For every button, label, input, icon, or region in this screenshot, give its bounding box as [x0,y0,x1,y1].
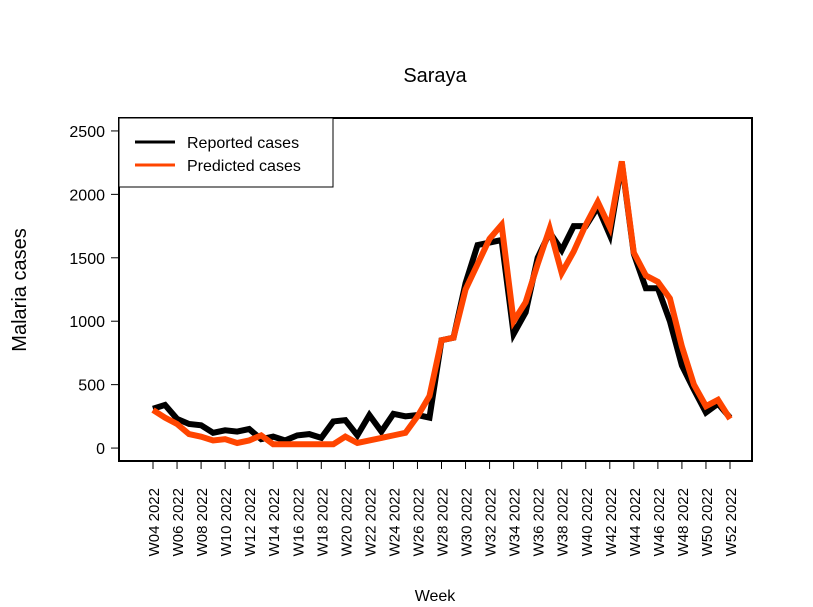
x-tick-label: W28 2022 [435,488,452,556]
x-tick-label: W06 2022 [170,488,187,556]
chart-title: Saraya [403,65,467,87]
x-tick-label: W16 2022 [290,488,307,556]
series-line [152,162,733,444]
x-tick-label: W36 2022 [531,488,548,556]
x-tick-label: W18 2022 [314,488,331,556]
y-tick-label: 2000 [69,187,105,204]
y-axis-label: Malaria cases [9,228,31,351]
x-tick-label: W24 2022 [386,488,403,556]
y-tick-label: 500 [78,378,105,395]
x-tick-label: W20 2022 [338,488,355,556]
y-tick-label: 1500 [69,251,105,268]
x-tick-label: W14 2022 [266,488,283,556]
x-tick-label: W44 2022 [627,488,644,556]
x-tick-label: W04 2022 [146,488,163,556]
x-tick-label: W52 2022 [723,488,740,556]
x-tick-label: W46 2022 [651,488,668,556]
x-tick-label: W38 2022 [555,488,572,556]
x-tick-label: W32 2022 [483,488,500,556]
x-tick-label: W40 2022 [579,488,596,556]
y-tick-label: 0 [96,441,105,458]
legend-label: Reported cases [187,135,299,152]
y-tick-label: 2500 [69,124,105,141]
series-line [151,160,733,448]
x-tick-label: W12 2022 [242,488,259,556]
legend-box [118,117,334,188]
x-tick-label: W30 2022 [459,488,476,556]
x-tick-label: W50 2022 [699,488,716,556]
y-tick-label: 1000 [69,314,105,331]
x-tick-label: W48 2022 [675,488,692,556]
x-tick-label: W34 2022 [507,488,524,556]
x-tick-label: W26 2022 [410,488,427,556]
x-tick-label: W42 2022 [603,488,620,556]
x-tick-label: W08 2022 [194,488,211,556]
x-tick-label: W10 2022 [218,488,235,556]
x-tick-label: W22 2022 [362,488,379,556]
plot-frame [118,117,753,462]
x-axis-label: Week [415,588,457,605]
legend-label: Predicted cases [187,158,301,175]
